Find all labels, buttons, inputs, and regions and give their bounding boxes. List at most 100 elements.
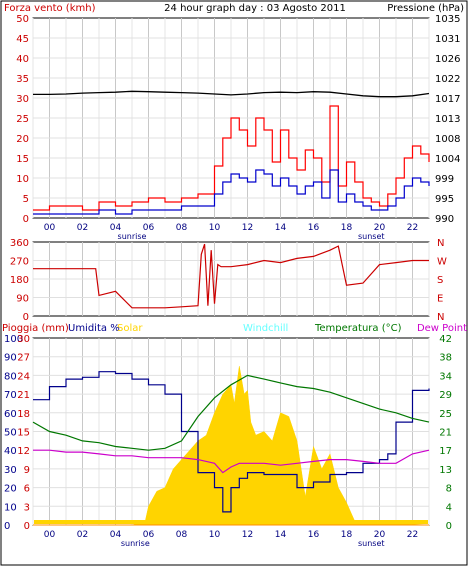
weather-panel-x-tick-label: 16 — [308, 530, 320, 540]
wind-y-tick-label: 10 — [16, 174, 29, 185]
compass-tick-label: N — [437, 312, 444, 323]
wind-panel-x-tick-label: 04 — [110, 223, 122, 233]
humidity-y-tick-label: 20 — [4, 484, 17, 495]
windchill-legend-label: Windchill — [243, 323, 288, 334]
wind-y-tick-label: 30 — [16, 94, 29, 105]
weather-panel-x-tick-label: 08 — [176, 530, 188, 540]
pressure-y-tick-label: 990 — [435, 214, 454, 225]
humidity-series-line — [33, 371, 430, 513]
weather-panel-sunrise-label: sunrise — [121, 539, 150, 548]
pressure-y-tick-label: 1022 — [435, 74, 460, 85]
compass-tick-label: E — [437, 294, 443, 305]
humidity-y-tick-label: 90 — [4, 353, 17, 364]
humidity-y-tick-label: 100 — [4, 334, 23, 345]
compass-tick-label: W — [437, 257, 447, 268]
wind-y-tick-label: 35 — [16, 74, 29, 85]
humidity-y-tick-label: 10 — [4, 502, 17, 513]
dewpoint-series-line — [33, 449, 430, 474]
wind-panel-x-tick-label: 12 — [242, 223, 253, 233]
pressure-y-tick-label: 1035 — [435, 14, 460, 25]
temperature-y-tick-label: 4 — [446, 502, 452, 513]
humidity-y-tick-label: 70 — [4, 390, 17, 401]
wind-axis-title: Forza vento (kmh) — [4, 3, 96, 14]
wind-direction-series-line — [33, 243, 429, 309]
temperature-y-tick-label: 25 — [439, 409, 452, 420]
weather-panel-x-tick-label: 00 — [44, 530, 56, 540]
humidity-y-tick-label: 0 — [4, 521, 10, 532]
temperature-y-tick-label: 29 — [439, 390, 452, 401]
temperature-y-tick-label: 8 — [446, 484, 452, 495]
temperature-y-tick-label: 38 — [439, 353, 452, 364]
rain-y-tick-label: 9 — [24, 465, 30, 476]
wind-panel-x-tick-label: 10 — [209, 223, 221, 233]
wind-panel-x-tick-label: 16 — [308, 223, 320, 233]
humidity-y-tick-label: 60 — [4, 409, 17, 420]
wind-panel-x-tick-label: 00 — [44, 223, 56, 233]
wind-y-tick-label: 45 — [16, 34, 29, 45]
wind-panel-sunrise-label: sunrise — [118, 232, 147, 241]
wind-y-tick-label: 40 — [16, 54, 29, 65]
weather-panel-x-tick-label: 14 — [275, 530, 287, 540]
wind-panel-x-tick-label: 22 — [407, 223, 418, 233]
rain-y-tick-label: 0 — [24, 521, 30, 532]
weather-panel-sunset-label: sunset — [358, 539, 385, 548]
temperature-y-tick-label: 21 — [439, 428, 452, 439]
weather-panel-x-tick-label: 12 — [242, 530, 253, 540]
humidity-y-tick-label: 80 — [4, 371, 17, 382]
rain-y-tick-label: 3 — [24, 502, 30, 513]
direction-y-tick-label: 90 — [16, 294, 29, 305]
humidity-legend-label: Umidita % — [68, 323, 120, 334]
compass-tick-label: N — [437, 238, 444, 249]
wind-y-tick-label: 20 — [16, 134, 29, 145]
rain-y-tick-label: 12 — [17, 446, 30, 457]
pressure-y-tick-label: 1013 — [435, 114, 460, 125]
wind-panel-x-tick-label: 08 — [176, 223, 188, 233]
direction-y-tick-label: 180 — [10, 275, 29, 286]
temperature-legend-label: Temperatura (°C) — [314, 323, 402, 334]
pressure-y-tick-label: 1008 — [435, 134, 460, 145]
weather-panel-x-tick-label: 02 — [77, 530, 88, 540]
temperature-series-line — [32, 374, 430, 451]
humidity-y-tick-label: 40 — [4, 446, 17, 457]
wind-panel-x-tick-label: 14 — [275, 223, 287, 233]
solar-legend-label: Solar — [117, 323, 143, 334]
wind-y-tick-label: 15 — [16, 154, 29, 165]
wind-speed-series-line — [33, 169, 430, 215]
rain-y-tick-label: 30 — [17, 334, 30, 345]
wind-panel-x-tick-label: 06 — [143, 223, 155, 233]
weather-panel-x-tick-label: 04 — [110, 530, 122, 540]
rain-y-tick-label: 18 — [17, 409, 30, 420]
temperature-y-tick-label: 34 — [439, 371, 452, 382]
rain-legend-label: Pioggia (mm) — [2, 323, 69, 334]
solar-baseline-band — [34, 520, 428, 524]
direction-y-tick-label: 360 — [10, 238, 29, 249]
weather-panel-x-tick-label: 10 — [209, 530, 221, 540]
pressure-y-tick-label: 1026 — [435, 54, 460, 65]
weather-panel-x-tick-label: 06 — [143, 530, 155, 540]
temperature-y-tick-label: 42 — [439, 334, 452, 345]
temperature-y-tick-label: 0 — [446, 521, 452, 532]
direction-y-tick-label: 0 — [23, 312, 29, 323]
rain-y-tick-label: 24 — [17, 371, 30, 382]
wind-panel-x-tick-label: 20 — [374, 223, 386, 233]
temperature-y-tick-label: 13 — [439, 465, 452, 476]
wind-y-tick-label: 5 — [23, 194, 29, 205]
rain-y-tick-label: 27 — [17, 353, 30, 364]
rain-y-tick-label: 6 — [24, 484, 30, 495]
solar-series-area — [33, 366, 430, 526]
rain-y-tick-label: 21 — [17, 390, 30, 401]
pressure-series-line — [33, 90, 430, 98]
chart-title: 24 hour graph day : 03 Agosto 2011 — [164, 3, 346, 14]
pressure-y-tick-label: 999 — [435, 174, 454, 185]
direction-y-tick-label: 270 — [10, 257, 29, 268]
temperature-y-tick-label: 17 — [439, 446, 452, 457]
humidity-y-tick-label: 50 — [4, 428, 17, 439]
wind-panel-sunset-label: sunset — [358, 232, 385, 241]
pressure-y-tick-label: 1017 — [435, 94, 460, 105]
dewpoint-legend-label: Dew Point — [417, 323, 467, 334]
rain-y-tick-label: 15 — [17, 428, 30, 439]
wind-y-tick-label: 25 — [16, 114, 29, 125]
wind-y-tick-label: 0 — [23, 214, 29, 225]
